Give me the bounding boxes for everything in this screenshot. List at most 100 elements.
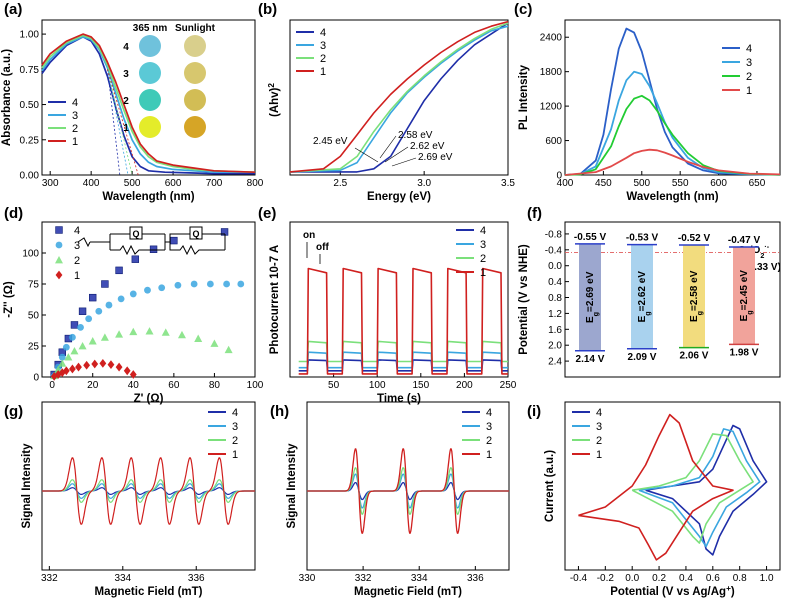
legend-label: 3 — [320, 40, 326, 52]
vb-value-label: 2.06 V — [680, 351, 709, 362]
y-tick-label: 25 — [28, 342, 40, 353]
series-line-1 — [298, 267, 508, 375]
data-point-1 — [107, 360, 115, 369]
panel-d: 0 20 40 60 80 100 0 25 50 75 100 4 3 2 1 (d) Z' (Ω) -Z'' … — [3, 205, 264, 405]
y-tick-label: 0.4 — [548, 277, 562, 288]
data-point-4 — [170, 236, 178, 245]
data-point-4 — [89, 293, 97, 302]
x-tick-label: 600 — [710, 178, 727, 189]
legend-label: 1 — [486, 449, 492, 461]
x-axis-label: Potential (V vs Ag/Ag+) — [610, 584, 735, 599]
series-line-2 — [41, 34, 256, 174]
data-point-3 — [117, 295, 125, 303]
data-point-1 — [50, 371, 58, 381]
x-tick-label: -0.2 — [597, 573, 615, 584]
x-tick-label: 1.0 — [760, 573, 774, 584]
data-point-3 — [105, 301, 113, 309]
annotation-label: 2.58 eV — [398, 130, 433, 141]
panel-label: (g) — [4, 403, 23, 420]
data-point-1 — [99, 358, 107, 368]
series-line-3 — [638, 428, 761, 548]
legend-label: 4 — [74, 225, 80, 237]
x-axis-label: Energy (eV) — [367, 191, 431, 203]
series-line-4 — [298, 359, 508, 372]
y-axis-label: Signal Intensity — [21, 443, 33, 529]
y-axis-label: (Ahv)2 — [267, 83, 282, 117]
plot-frame — [564, 19, 781, 176]
y-axis-label: PL Intensity — [518, 64, 530, 130]
x-axis-label: Wavelength (nm) — [626, 191, 718, 203]
data-point-3 — [158, 284, 166, 292]
plot-frame — [564, 221, 781, 378]
sample-uv-photo — [139, 116, 161, 138]
tangent-line — [107, 69, 121, 176]
data-point-3 — [69, 333, 76, 341]
y-tick-label: 100 — [22, 249, 39, 260]
legend-label: 2 — [72, 123, 78, 135]
x-tick-label: 100 — [247, 380, 264, 391]
x-axis-label: Z' (Ω) — [134, 393, 164, 405]
data-point-3 — [129, 290, 137, 298]
x-tick-label: 334 — [114, 573, 131, 584]
panel-label: (e) — [258, 205, 276, 222]
y-tick-label: 0.25 — [20, 135, 40, 146]
panel-label: (f) — [527, 205, 542, 222]
data-point-1 — [91, 359, 99, 369]
data-point-2 — [70, 346, 79, 355]
y-tick-label: 75 — [28, 280, 40, 291]
series-line-1 — [289, 20, 509, 173]
annotation-label: 2.45 eV — [313, 136, 348, 147]
series-line-4 — [645, 424, 768, 556]
x-tick-label: 100 — [369, 380, 386, 391]
legend-label: 1 — [480, 267, 486, 279]
annotation-leader — [379, 135, 397, 159]
x-tick-label: 330 — [299, 573, 316, 584]
series-line-1 — [42, 457, 255, 525]
y-tick-label: 600 — [545, 136, 562, 147]
data-point-4 — [78, 307, 87, 315]
y-tick-label: 0.75 — [20, 65, 40, 76]
annotation-leader — [391, 157, 417, 167]
x-axis-label: Magnetic Field (mT) — [95, 586, 203, 598]
legend-label: 2 — [596, 435, 602, 447]
reference-line-value: (-0.33 V) — [742, 262, 781, 273]
x-tick-label: -0.4 — [570, 573, 588, 584]
series-line-2 — [298, 340, 508, 363]
data-point-3 — [206, 280, 214, 288]
series-line-4 — [290, 22, 509, 173]
sample-sunlight-photo — [184, 116, 206, 138]
legend-label: 4 — [232, 407, 238, 419]
annotation-off: off — [316, 242, 329, 253]
vb-value-label: 1.98 V — [730, 347, 759, 358]
data-point-2 — [78, 342, 87, 350]
inset-column-label: Sunlight — [175, 23, 216, 34]
data-point-3 — [144, 286, 151, 294]
data-point-2 — [177, 330, 186, 339]
photo-inset: 365 nm Sunlight 4 3 2 1 — [123, 23, 216, 138]
series-line-1 — [564, 148, 781, 176]
panel-a: 300 400 500 600 700 8000.000.250.500.751.0043… — [1, 1, 264, 203]
inset-row-label: 1 — [123, 123, 129, 134]
y-tick-label: 1200 — [540, 102, 563, 113]
data-point-1 — [123, 366, 131, 376]
cb-value-label: -0.55 V — [574, 232, 607, 243]
legend-label: 1 — [320, 66, 326, 78]
x-tick-label: 200 — [456, 380, 473, 391]
panel-label: (b) — [258, 1, 277, 18]
y-axis-label: -Z'' (Ω) — [3, 281, 15, 318]
cb-value-label: -0.53 V — [626, 233, 659, 244]
data-point-3 — [58, 353, 66, 361]
x-tick-label: 400 — [83, 178, 100, 189]
y-tick-label: 2400 — [540, 33, 563, 44]
vb-value-label: 2.14 V — [576, 354, 605, 365]
plot-frame — [41, 19, 256, 176]
data-point-3 — [190, 280, 198, 288]
band-gap-label: Eg=2.58 eV — [689, 270, 704, 322]
x-tick-label: 250 — [500, 380, 517, 391]
legend-marker — [55, 270, 63, 280]
legend-label: 4 — [320, 27, 326, 39]
data-point-3 — [237, 280, 245, 288]
data-point-4 — [101, 280, 109, 288]
x-axis-label: Wavelength (nm) — [102, 191, 194, 203]
